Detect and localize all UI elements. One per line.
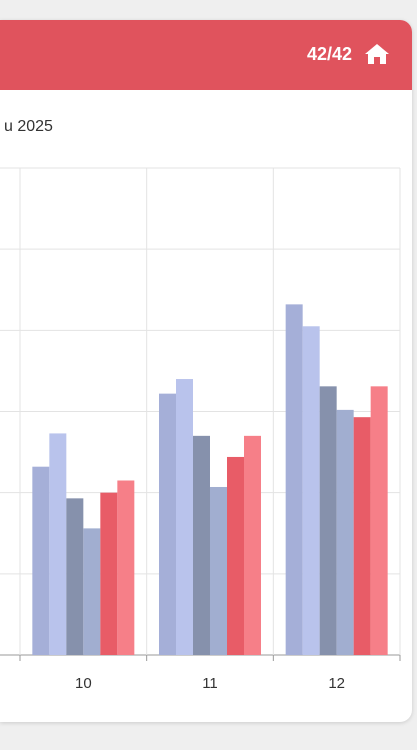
bar	[319, 386, 337, 655]
counter: 42/42	[306, 44, 352, 64]
subtitle: u 2025	[4, 118, 53, 135]
bar	[244, 435, 261, 655]
bar	[83, 528, 101, 655]
bar	[49, 433, 67, 655]
bar	[336, 409, 354, 655]
bar	[210, 486, 227, 655]
x-tick-label: 10	[75, 675, 92, 692]
bar	[117, 480, 135, 655]
bar	[302, 326, 320, 655]
bar	[370, 386, 388, 655]
home-button[interactable]	[364, 42, 390, 66]
bar	[193, 435, 210, 655]
bar	[285, 304, 303, 655]
bar	[159, 393, 176, 655]
bar	[176, 379, 193, 655]
bar	[100, 492, 118, 655]
bar	[353, 417, 371, 655]
bar	[66, 498, 84, 655]
x-tick-label: 12	[328, 675, 345, 692]
bar	[227, 456, 244, 655]
bar	[32, 466, 50, 655]
header: 42/42	[0, 20, 412, 90]
x-tick-label: 11	[202, 675, 218, 692]
